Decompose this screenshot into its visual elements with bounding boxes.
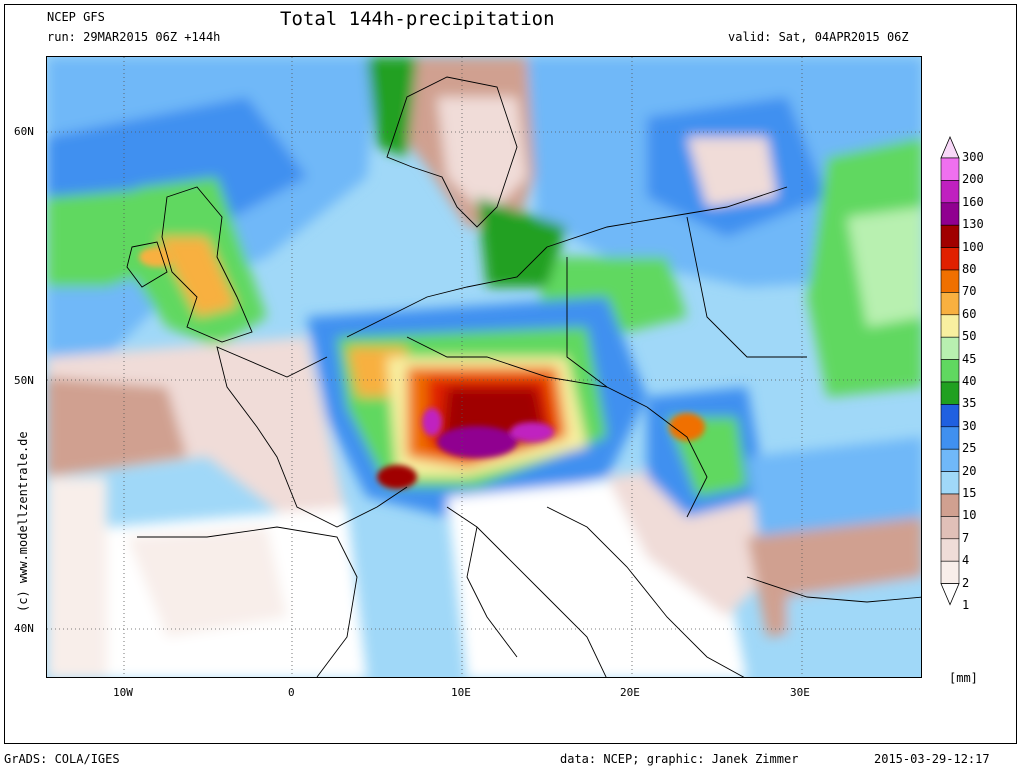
legend-label: 100 — [962, 239, 984, 254]
precipitation-map — [46, 56, 922, 678]
legend-label: 2 — [962, 575, 970, 590]
legend-swatch — [940, 471, 960, 495]
legend-label: 20 — [962, 463, 977, 478]
grads-credit: GrADS: COLA/IGES — [4, 752, 120, 766]
legend-swatch — [940, 493, 960, 517]
legend-arrow-bottom — [940, 583, 960, 606]
precipitation-field — [47, 57, 921, 677]
legend-label: 300 — [962, 150, 984, 164]
legend-label: 7 — [962, 530, 970, 545]
legend-swatch — [940, 269, 960, 293]
legend-swatch — [940, 292, 960, 316]
legend-label: 45 — [962, 351, 977, 366]
legend-swatch — [940, 404, 960, 428]
legend-swatch — [940, 359, 960, 383]
legend-swatch — [940, 314, 960, 338]
plot-frame — [4, 4, 1017, 744]
legend-label: 10 — [962, 508, 977, 523]
lon-label-10w: 10W — [113, 686, 133, 699]
legend-label: 35 — [962, 396, 977, 411]
legend-label: 200 — [962, 172, 984, 187]
legend-arrow-top — [940, 136, 960, 159]
legend-label: 60 — [962, 306, 977, 321]
legend-swatch — [940, 560, 960, 584]
legend-swatch — [940, 180, 960, 204]
data-credit: data: NCEP; graphic: Janek Zimmer — [560, 752, 799, 766]
lon-label-0: 0 — [288, 686, 295, 699]
legend-label: 160 — [962, 194, 984, 209]
model-name: NCEP GFS — [47, 10, 105, 24]
legend-swatch — [940, 224, 960, 248]
lon-label-30e: 30E — [790, 686, 810, 699]
legend-label: 130 — [962, 217, 984, 232]
legend-swatch — [940, 538, 960, 562]
legend-units: [mm] — [949, 671, 978, 685]
lat-label-50n: 50N — [14, 374, 34, 387]
precip-legend-bar — [940, 136, 960, 606]
legend-swatch — [940, 448, 960, 472]
lon-label-20e: 20E — [620, 686, 640, 699]
timestamp: 2015-03-29-12:17 — [874, 752, 990, 766]
legend-swatch — [940, 247, 960, 271]
lon-label-10e: 10E — [451, 686, 471, 699]
legend-swatch — [940, 336, 960, 360]
lat-label-60n: 60N — [14, 125, 34, 138]
legend-label: 50 — [962, 329, 977, 344]
legend-label: 1 — [962, 598, 970, 612]
map-title: Total 144h-precipitation — [280, 8, 555, 30]
valid-time: valid: Sat, 04APR2015 06Z — [728, 30, 909, 44]
legend-label: 80 — [962, 262, 977, 276]
legend-swatch — [940, 426, 960, 450]
watermark-text: (c) www.modellzentrale.de — [16, 431, 30, 612]
legend-label: 40 — [962, 374, 977, 388]
legend-label: 4 — [962, 553, 970, 568]
legend-swatch — [940, 157, 960, 181]
legend-swatch — [940, 202, 960, 226]
lat-label-40n: 40N — [14, 622, 34, 635]
legend-label: 30 — [962, 418, 977, 433]
legend-label: 25 — [962, 441, 977, 456]
legend-label: 15 — [962, 486, 977, 500]
legend-label: 70 — [962, 284, 977, 299]
run-info: run: 29MAR2015 06Z +144h — [47, 30, 221, 44]
legend-swatch — [940, 516, 960, 540]
legend-swatch — [940, 381, 960, 405]
